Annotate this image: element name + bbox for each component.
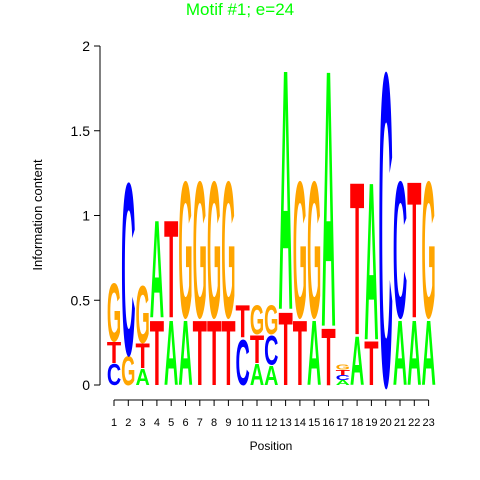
x-tick-label: 6 <box>182 417 188 429</box>
logo-letter: A <box>164 303 178 406</box>
logo-letter: T <box>250 328 264 372</box>
logo-letter: C <box>264 327 278 374</box>
logo-letter: A <box>264 360 278 391</box>
logo-letter: T <box>407 142 421 359</box>
logo-letter: T <box>278 290 292 408</box>
logo-letter: A <box>364 135 378 388</box>
logo-letter: A <box>150 192 164 348</box>
logo-letter: T <box>221 303 235 406</box>
x-tick-label: 11 <box>251 417 262 429</box>
x-tick-label: 7 <box>197 417 203 429</box>
logo-letter: C <box>336 374 350 381</box>
y-tick-label: 1 <box>82 208 90 224</box>
logo-letter: G <box>221 142 235 359</box>
logo-letter: T <box>293 303 307 406</box>
x-tick-label: 13 <box>279 417 291 429</box>
x-tick-label: 19 <box>365 417 377 429</box>
x-tick-label: 8 <box>211 417 217 429</box>
logo-letter: A <box>250 359 264 392</box>
logo-letter: G <box>421 142 435 359</box>
logo-letter: C <box>379 0 393 480</box>
logo-letter: T <box>321 313 335 404</box>
logo-letter: A <box>307 303 321 406</box>
logo-letter: A <box>178 303 192 406</box>
y-tick-label: 0 <box>82 377 90 393</box>
logo-letter: G <box>307 142 321 359</box>
logo-letter: G <box>178 142 192 359</box>
logo-letter: C <box>236 326 250 399</box>
x-tick-label: 23 <box>422 417 434 429</box>
x-tick-label: 12 <box>265 417 277 429</box>
chart-title: Motif #1; e=24 <box>186 0 294 19</box>
logo-letter: C <box>393 142 407 359</box>
logo-letter: G <box>121 348 135 395</box>
x-tick-label: 1 <box>111 417 117 429</box>
x-tick-label: 22 <box>408 417 420 429</box>
logo-letter: A <box>407 303 421 406</box>
x-tick-label: 20 <box>380 417 392 429</box>
x-tick-label: 18 <box>351 417 363 429</box>
logo-letter: G <box>107 266 121 359</box>
logo-letter: G <box>135 270 149 361</box>
logo-letter: T <box>193 303 207 406</box>
x-tick-label: 21 <box>394 417 406 429</box>
logo-letter: A <box>336 379 350 386</box>
logo-letter: G <box>336 364 351 371</box>
logo-letter: T <box>336 369 351 376</box>
x-tick-label: 14 <box>294 417 306 429</box>
y-tick-label: 2 <box>82 38 90 54</box>
x-tick-label: 9 <box>225 417 231 429</box>
logo-letter: A <box>421 303 435 406</box>
x-tick-label: 4 <box>154 417 160 429</box>
y-tick-label: 1.5 <box>71 123 91 139</box>
x-tick-label: 17 <box>337 417 349 429</box>
x-axis-label: Position <box>250 439 293 453</box>
logo-letter: A <box>135 366 149 391</box>
logo-letter: T <box>135 337 149 376</box>
x-tick-label: 3 <box>140 417 146 429</box>
x-tick-label: 5 <box>168 417 174 429</box>
logo-letter: A <box>350 321 364 400</box>
logo-letter: T <box>350 137 364 381</box>
logo-letter: A <box>393 303 407 406</box>
logo-letter: T <box>207 303 221 406</box>
y-axis-label: Information content <box>30 159 45 271</box>
logo-letter: T <box>364 328 378 398</box>
logo-letter: G <box>207 142 221 359</box>
logo-letter: G <box>193 142 207 359</box>
logo-letter: A <box>278 0 292 382</box>
logo-letter: A <box>321 0 335 405</box>
logo-letter: G <box>250 297 264 344</box>
y-tick-label: 0.5 <box>71 292 91 308</box>
logo-letter: C <box>107 359 121 392</box>
logo-letter: G <box>293 142 307 359</box>
x-tick-label: 10 <box>237 417 249 429</box>
logo-letter: T <box>107 337 122 370</box>
logo-letter: G <box>264 297 278 344</box>
logo-letter: T <box>164 192 178 348</box>
x-tick-label: 15 <box>308 417 320 429</box>
logo-letter: T <box>150 303 164 406</box>
logo-letter: T <box>236 297 250 348</box>
x-tick-label: 16 <box>322 417 334 429</box>
x-tick-label: 2 <box>125 417 131 429</box>
logo-letter: C <box>121 131 135 406</box>
